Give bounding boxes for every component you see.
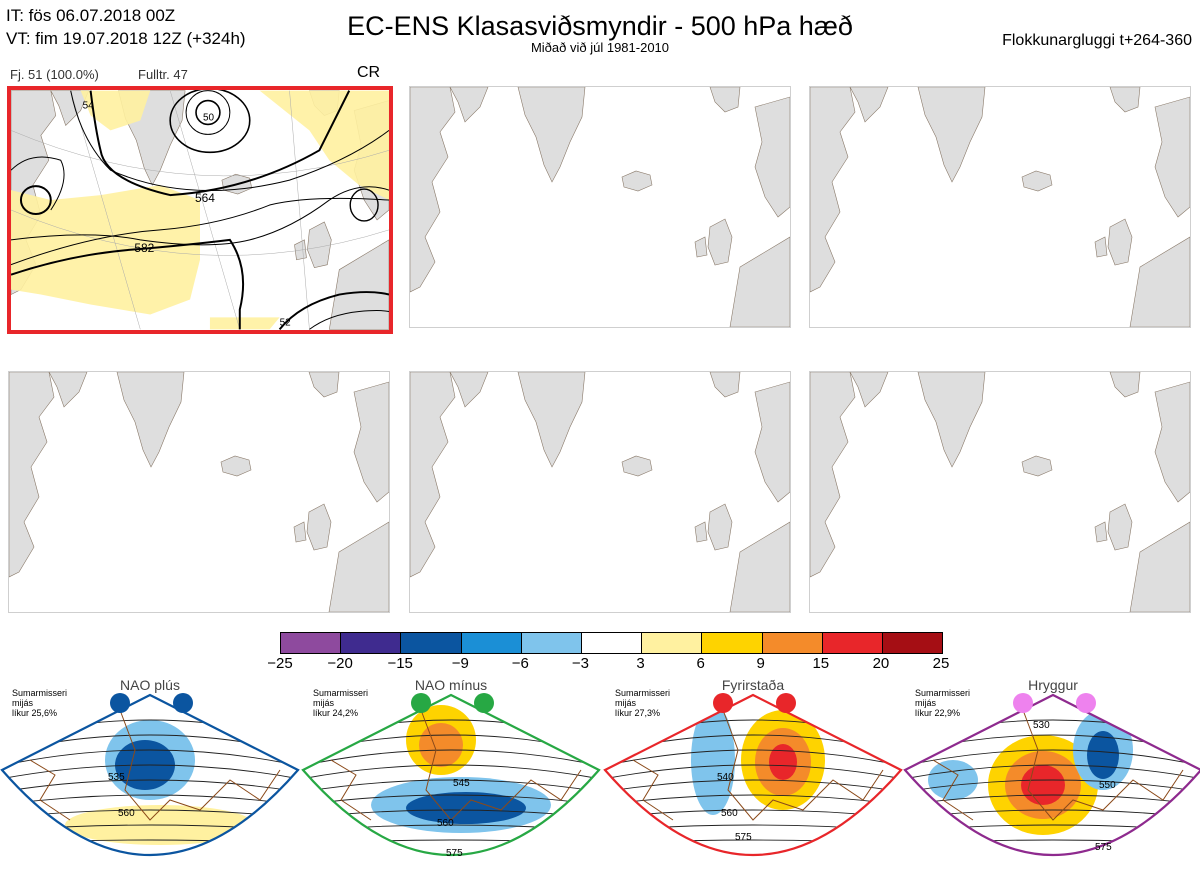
colorbar-swatch bbox=[401, 633, 462, 653]
colorbar-swatch bbox=[521, 633, 582, 653]
member-count: Fj. 51 (100.0%) bbox=[10, 67, 99, 82]
map-panel-2[interactable] bbox=[409, 86, 791, 328]
regime-contour-label: 560 bbox=[118, 808, 135, 819]
colorbar-swatch bbox=[461, 633, 522, 653]
regime-info-line: líkur 25,6% bbox=[12, 708, 58, 718]
regime-contour-label: 540 bbox=[717, 772, 734, 783]
regime-code: CR bbox=[357, 64, 381, 81]
regime-contour-label: 575 bbox=[1095, 842, 1112, 853]
regime-contour-label: 560 bbox=[437, 818, 454, 829]
regime-info-line: líkur 24,2% bbox=[313, 708, 359, 718]
colorbar-swatch bbox=[702, 633, 763, 653]
regime-name: Hryggur bbox=[1028, 677, 1078, 693]
colorbar-tick-label: 9 bbox=[756, 655, 765, 672]
map-panel-6[interactable] bbox=[809, 371, 1191, 613]
regime-marker-dot bbox=[411, 693, 431, 713]
map-panel-5[interactable] bbox=[409, 371, 791, 613]
regime-marker-dot bbox=[713, 693, 733, 713]
regime-info: Sumarmisseri mijás líkur 27,3% bbox=[615, 688, 670, 718]
regime-info-line: mijás bbox=[615, 698, 637, 708]
regime-info-line: Sumarmisseri bbox=[915, 688, 971, 698]
regime-info: Sumarmisseri mijás líkur 25,6% bbox=[12, 688, 67, 718]
contour-label-582: 582 bbox=[134, 241, 154, 255]
colorbar-swatch bbox=[762, 633, 823, 653]
colorbar-swatch bbox=[822, 633, 883, 653]
regime-name: NAO mínus bbox=[414, 677, 488, 693]
classification-window: Flokkunargluggi t+264-360 bbox=[1002, 32, 1192, 49]
regime-info-line: Sumarmisseri bbox=[12, 688, 68, 698]
contour-label-50: 50 bbox=[203, 112, 215, 123]
contour-label-52: 52 bbox=[280, 317, 292, 328]
colorbar-tick-label: −3 bbox=[571, 655, 589, 672]
representative-member: Fulltr. 47 bbox=[138, 67, 188, 82]
regime-map bbox=[301, 693, 601, 857]
regime-info-line: Sumarmisseri bbox=[615, 688, 671, 698]
regime-name: Fyrirstaða bbox=[721, 677, 785, 693]
init-time: IT: fös 06.07.2018 00Z bbox=[6, 6, 176, 25]
regime-info-line: mijás bbox=[313, 698, 335, 708]
regime-info-line: líkur 22,9% bbox=[915, 708, 961, 718]
regime-marker-dot bbox=[1076, 693, 1096, 713]
regime-contour-label: 530 bbox=[1033, 720, 1050, 731]
regime-map bbox=[0, 693, 300, 857]
colorbar-tick-label: −15 bbox=[387, 655, 413, 672]
regime-info: Sumarmisseri mijás líkur 22,9% bbox=[915, 688, 970, 718]
colorbar-swatch bbox=[882, 633, 943, 653]
colorbar-tick-label: −9 bbox=[451, 655, 469, 672]
valid-time: VT: fim 19.07.2018 12Z (+324h) bbox=[6, 29, 246, 48]
colorbar-tick-label: 25 bbox=[932, 655, 950, 672]
regime-info-line: Sumarmisseri bbox=[313, 688, 369, 698]
regime-marker-dot bbox=[776, 693, 796, 713]
regime-info-line: mijás bbox=[915, 698, 937, 708]
map-panel-4[interactable] bbox=[8, 371, 390, 613]
contour-label-564: 564 bbox=[195, 191, 215, 205]
page-subtitle: Miðað við júl 1981-2010 bbox=[530, 40, 670, 55]
regime-map bbox=[603, 693, 903, 857]
regime-contour-label: 545 bbox=[453, 778, 470, 789]
regime-name: NAO plús bbox=[120, 677, 180, 693]
regime-marker-dot bbox=[1013, 693, 1033, 713]
regime-info: Sumarmisseri mijás líkur 24,2% bbox=[313, 688, 368, 718]
contour-label-54: 54 bbox=[83, 101, 95, 112]
regime-contour-label: 550 bbox=[1099, 780, 1116, 791]
colorbar-swatch bbox=[281, 633, 342, 653]
colorbar-swatch bbox=[341, 633, 402, 653]
regime-contour-label: 560 bbox=[721, 808, 738, 819]
colorbar-tick-label: −6 bbox=[511, 655, 529, 672]
colorbar-tick-label: 6 bbox=[696, 655, 705, 672]
colorbar-swatch bbox=[642, 633, 703, 653]
colorbar-swatch bbox=[581, 633, 643, 653]
colorbar-tick-label: −25 bbox=[267, 655, 293, 672]
regime-contour-label: 575 bbox=[446, 848, 463, 859]
regime-info-line: líkur 27,3% bbox=[615, 708, 661, 718]
regime-contour-label: 535 bbox=[108, 772, 125, 783]
regime-marker-dot bbox=[110, 693, 130, 713]
page-title: EC-ENS Klasasviðsmyndir - 500 hPa hæð bbox=[347, 11, 853, 41]
regime-map bbox=[903, 693, 1200, 857]
map-panel-3[interactable] bbox=[809, 86, 1191, 328]
colorbar-tick-label: 15 bbox=[812, 655, 830, 672]
regime-marker-dot bbox=[173, 693, 193, 713]
colorbar-tick-label: 3 bbox=[636, 655, 645, 672]
regime-contour-label: 575 bbox=[735, 832, 752, 843]
colorbar-tick-label: −20 bbox=[327, 655, 353, 672]
colorbar-tick-label: 20 bbox=[872, 655, 890, 672]
anomaly-colorbar bbox=[280, 632, 943, 654]
regime-info-line: mijás bbox=[12, 698, 34, 708]
map-panel-1[interactable]: 564 582 50 54 52 bbox=[7, 86, 393, 334]
regime-marker-dot bbox=[474, 693, 494, 713]
